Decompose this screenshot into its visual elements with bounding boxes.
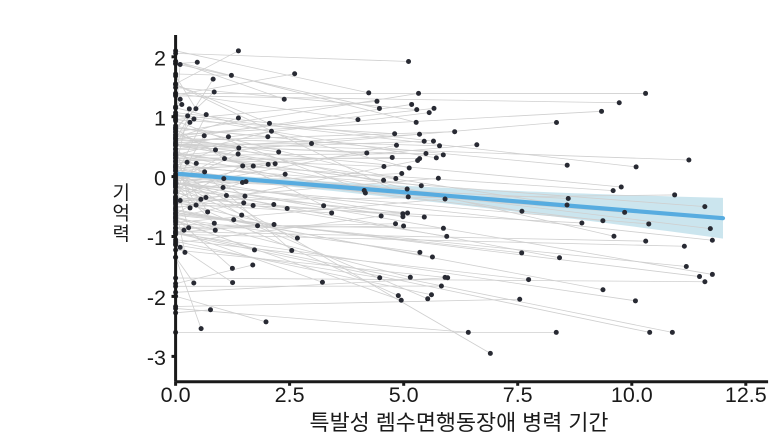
svg-text:-3: -3 [147, 346, 166, 370]
svg-text:5.0: 5.0 [389, 383, 419, 407]
svg-text:2.5: 2.5 [275, 383, 305, 407]
svg-text:억: 억 [113, 203, 130, 225]
svg-text:12.5: 12.5 [725, 383, 767, 407]
svg-text:7.5: 7.5 [503, 383, 533, 407]
svg-text:-2: -2 [147, 286, 166, 310]
svg-text:0: 0 [154, 166, 166, 190]
svg-text:1: 1 [154, 106, 166, 130]
svg-text:-1: -1 [147, 226, 166, 250]
svg-text:0.0: 0.0 [161, 383, 191, 407]
svg-text:기: 기 [113, 182, 130, 204]
svg-text:10.0: 10.0 [611, 383, 653, 407]
svg-text:력: 력 [113, 223, 130, 245]
svg-text:특발성 렘수면행동장애 병력 기간: 특발성 렘수면행동장애 병력 기간 [310, 410, 609, 435]
svg-text:2: 2 [154, 46, 166, 70]
